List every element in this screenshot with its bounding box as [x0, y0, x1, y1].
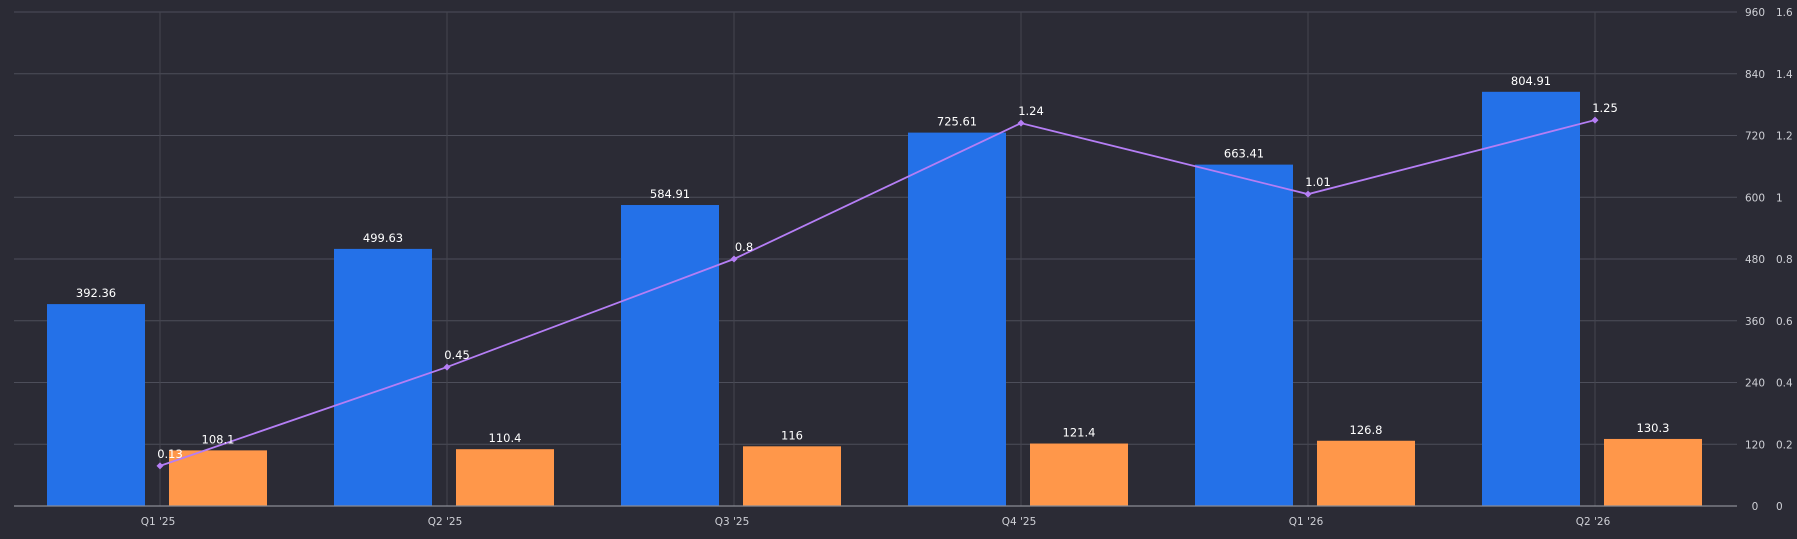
y-right-tick-label: 1.2 [1776, 131, 1793, 143]
y-right-tick-label: 0.8 [1776, 254, 1793, 266]
bar-a-value-label: 725.61 [937, 115, 977, 129]
bar-series-a [621, 205, 719, 506]
x-tick-label: Q3 '25 [715, 516, 750, 528]
y-left-tick-label: 120 [1745, 439, 1765, 451]
y-right-tick-label: 0 [1776, 501, 1783, 513]
line-value-label: 0.45 [444, 348, 470, 362]
bar-b-value-label: 110.4 [489, 431, 522, 445]
line-value-label: 0.8 [735, 240, 753, 254]
line-value-label: 1.25 [1592, 101, 1618, 115]
y-right-tick-label: 1 [1776, 192, 1783, 204]
bar-series-b [1604, 438, 1702, 506]
y-left-tick-label: 840 [1745, 69, 1765, 81]
line-point-marker [443, 363, 451, 371]
line-point-marker [730, 255, 738, 263]
x-tick-label: Q1 '25 [141, 516, 176, 528]
x-tick-label: Q4 '25 [1002, 516, 1037, 528]
bar-b-value-label: 130.3 [1637, 421, 1670, 435]
x-tick-label: Q2 '26 [1576, 516, 1611, 528]
bar-series-b [1030, 443, 1128, 506]
y-left-tick-label: 480 [1745, 254, 1765, 266]
line-series [156, 116, 1599, 470]
y-right-tick-label: 0.4 [1776, 378, 1793, 390]
bar-a-value-label: 804.91 [1511, 74, 1551, 88]
y-left-tick-label: 0 [1752, 501, 1759, 513]
line-point-marker [1591, 116, 1599, 124]
bar-a-value-label: 584.91 [650, 187, 690, 201]
y-right-tick-label: 1.6 [1776, 7, 1793, 19]
y-right-tick-label: 1.4 [1776, 69, 1793, 81]
y-left-tick-label: 600 [1745, 192, 1765, 204]
bar-a-value-label: 499.63 [363, 231, 403, 245]
line-point-marker [156, 462, 164, 470]
y-right-tick-label: 0.2 [1776, 439, 1793, 451]
line-point-marker [1017, 119, 1025, 127]
axes: 0 0 120 0.2 240 0.4 360 0.6 480 0.8 600 1 720 1.2 840 1… [14, 7, 1793, 528]
line-value-label: 1.01 [1305, 175, 1331, 189]
bar-a-value-label: 663.41 [1224, 147, 1264, 161]
bar-a-value-label: 392.36 [76, 286, 116, 300]
bar-b-value-label: 121.4 [1063, 426, 1096, 440]
y-left-tick-label: 360 [1745, 316, 1765, 328]
y-left-tick-label: 960 [1745, 7, 1765, 19]
bar-b-value-label: 108.1 [202, 432, 235, 446]
x-tick-label: Q2 '25 [428, 516, 463, 528]
y-left-tick-label: 720 [1745, 131, 1765, 143]
bar-b-value-label: 126.8 [1350, 423, 1383, 437]
bars [47, 91, 1702, 506]
x-tick-label: Q1 '26 [1289, 516, 1324, 528]
line-series-path [159, 119, 1596, 467]
bar-series-a [1482, 91, 1580, 506]
bar-series-a [1195, 164, 1293, 506]
bar-b-value-label: 116 [781, 428, 803, 442]
bar-series-b [1317, 440, 1415, 506]
bar-series-a [47, 304, 145, 506]
line-value-label: 0.13 [157, 447, 183, 461]
bar-series-b [743, 446, 841, 506]
data-labels: 392.36 108.1 499.63 110.4 584.91 116 725.61 121… [76, 74, 1670, 461]
gridlines [14, 11, 1737, 506]
line-point-marker [1304, 190, 1312, 198]
bar-series-a [908, 132, 1006, 506]
line-value-label: 1.24 [1018, 104, 1044, 118]
y-left-tick-label: 240 [1745, 378, 1765, 390]
y-right-tick-label: 0.6 [1776, 316, 1793, 328]
bar-series-b [456, 449, 554, 506]
bar-series-b [169, 450, 267, 506]
